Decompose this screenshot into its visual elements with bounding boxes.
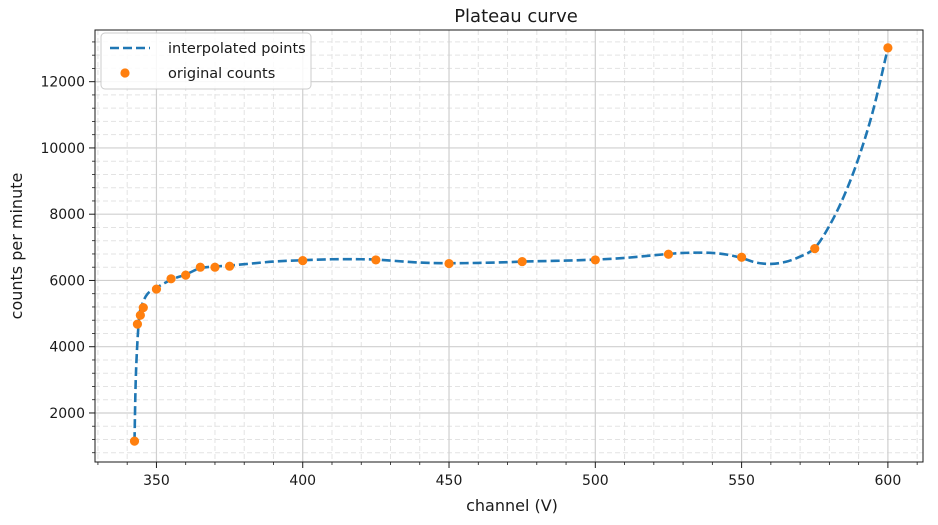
plot-frame [94, 29, 924, 463]
data-point-original-count [195, 262, 205, 272]
legend: interpolated points original counts [100, 32, 312, 90]
y-axis-label: counts per minute [7, 173, 26, 320]
data-point-original-count [590, 255, 600, 265]
data-point-original-count [810, 244, 820, 254]
data-point-original-count [517, 256, 527, 267]
tick-labels: 350 400 450 500 550 600 2000 4000 6000 8000 10000 1… [40, 75, 901, 489]
data-point-original-count [135, 310, 145, 320]
y-tick-label: 12000 [40, 75, 85, 91]
data-point-original-count [210, 262, 220, 272]
data-point-original-count [371, 255, 381, 265]
legend-label-original: original counts [168, 66, 275, 82]
data-point-original-count [883, 43, 893, 53]
x-tick-label: 600 [875, 473, 902, 489]
legend-label-interpolated: interpolated points [168, 41, 306, 57]
y-tick-label: 10000 [40, 141, 85, 157]
data-point-original-count [181, 270, 191, 280]
x-axis-label: channel (V) [466, 496, 558, 515]
y-tick-label: 2000 [49, 406, 85, 422]
data-point-original-count [737, 252, 747, 262]
data-point-original-count [166, 274, 176, 284]
y-tick-label: 6000 [49, 273, 85, 289]
axis-ticks [89, 41, 918, 468]
x-tick-label: 400 [289, 473, 316, 489]
data-point-original-count [444, 258, 454, 269]
x-tick-label: 550 [728, 473, 755, 489]
y-tick-label: 4000 [49, 340, 85, 356]
legend-box [100, 32, 312, 90]
data-point-original-count [138, 303, 148, 313]
x-tick-label: 450 [436, 473, 463, 489]
data-point-original-count [663, 249, 674, 259]
data-point-original-count [224, 261, 235, 271]
x-tick-label: 500 [582, 473, 609, 489]
data-point-original-count [129, 436, 140, 446]
data-point-original-count [151, 284, 162, 294]
major-grid [95, 30, 923, 462]
y-tick-label: 8000 [49, 207, 85, 223]
data-point-original-count [132, 319, 143, 329]
chart-title: Plateau curve [454, 6, 578, 27]
series-line-interpolated-points [133, 47, 890, 442]
data-point-original-count [298, 255, 308, 266]
series-layer [129, 43, 893, 446]
x-tick-label: 350 [143, 473, 170, 489]
legend-marker-swatch [120, 68, 130, 78]
minor-grid [95, 30, 923, 462]
